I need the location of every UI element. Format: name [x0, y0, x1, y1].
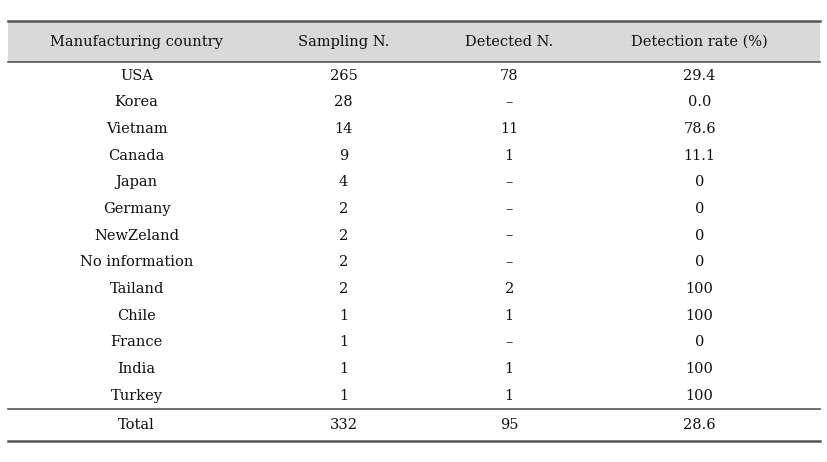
Text: Detected N.: Detected N.: [465, 35, 552, 49]
Text: Tailand: Tailand: [109, 282, 164, 296]
Text: India: India: [117, 362, 155, 376]
Text: 265: 265: [329, 69, 357, 83]
Text: 2: 2: [338, 229, 348, 243]
Text: Germany: Germany: [103, 202, 170, 216]
Text: 28: 28: [334, 95, 352, 109]
Text: France: France: [110, 335, 163, 349]
Text: 0: 0: [694, 202, 704, 216]
Text: 0: 0: [694, 335, 704, 349]
Text: Total: Total: [118, 418, 155, 432]
Text: 1: 1: [338, 362, 348, 376]
Text: 11.1: 11.1: [683, 149, 715, 163]
Text: –: –: [505, 175, 512, 189]
Text: Manufacturing country: Manufacturing country: [50, 35, 222, 49]
Text: 2: 2: [338, 282, 348, 296]
Text: 1: 1: [338, 389, 348, 402]
Text: 9: 9: [338, 149, 348, 163]
Text: Canada: Canada: [108, 149, 165, 163]
Text: 0: 0: [694, 229, 704, 243]
Text: –: –: [505, 202, 512, 216]
Text: Turkey: Turkey: [111, 389, 162, 402]
Text: 78.6: 78.6: [682, 122, 715, 136]
Text: 78: 78: [500, 69, 518, 83]
Text: 0: 0: [694, 175, 704, 189]
Text: 1: 1: [504, 309, 514, 322]
Text: 1: 1: [504, 362, 514, 376]
Text: 0: 0: [694, 255, 704, 269]
Text: Vietnam: Vietnam: [106, 122, 167, 136]
Text: Japan: Japan: [116, 175, 157, 189]
Text: 2: 2: [338, 202, 348, 216]
Text: 1: 1: [338, 335, 348, 349]
Text: Detection rate (%): Detection rate (%): [630, 35, 767, 49]
Text: 4: 4: [338, 175, 348, 189]
Text: NewZeland: NewZeland: [94, 229, 179, 243]
Text: 332: 332: [329, 418, 357, 432]
Text: –: –: [505, 335, 512, 349]
Text: 100: 100: [685, 362, 713, 376]
Text: 11: 11: [500, 122, 518, 136]
Text: Korea: Korea: [115, 95, 158, 109]
Text: 14: 14: [334, 122, 352, 136]
Text: Chile: Chile: [117, 309, 155, 322]
Text: 28.6: 28.6: [682, 418, 715, 432]
Text: –: –: [505, 229, 512, 243]
Text: 1: 1: [338, 309, 348, 322]
Text: USA: USA: [120, 69, 153, 83]
Text: 1: 1: [504, 389, 514, 402]
Text: Sampling N.: Sampling N.: [298, 35, 389, 49]
Text: 2: 2: [504, 282, 514, 296]
FancyBboxPatch shape: [8, 21, 819, 62]
Text: 95: 95: [500, 418, 518, 432]
Text: 100: 100: [685, 282, 713, 296]
Text: –: –: [505, 95, 512, 109]
Text: 2: 2: [338, 255, 348, 269]
Text: –: –: [505, 255, 512, 269]
Text: 29.4: 29.4: [682, 69, 715, 83]
Text: 100: 100: [685, 389, 713, 402]
Text: 1: 1: [504, 149, 514, 163]
Text: 0.0: 0.0: [687, 95, 710, 109]
Text: No information: No information: [80, 255, 193, 269]
Text: 100: 100: [685, 309, 713, 322]
